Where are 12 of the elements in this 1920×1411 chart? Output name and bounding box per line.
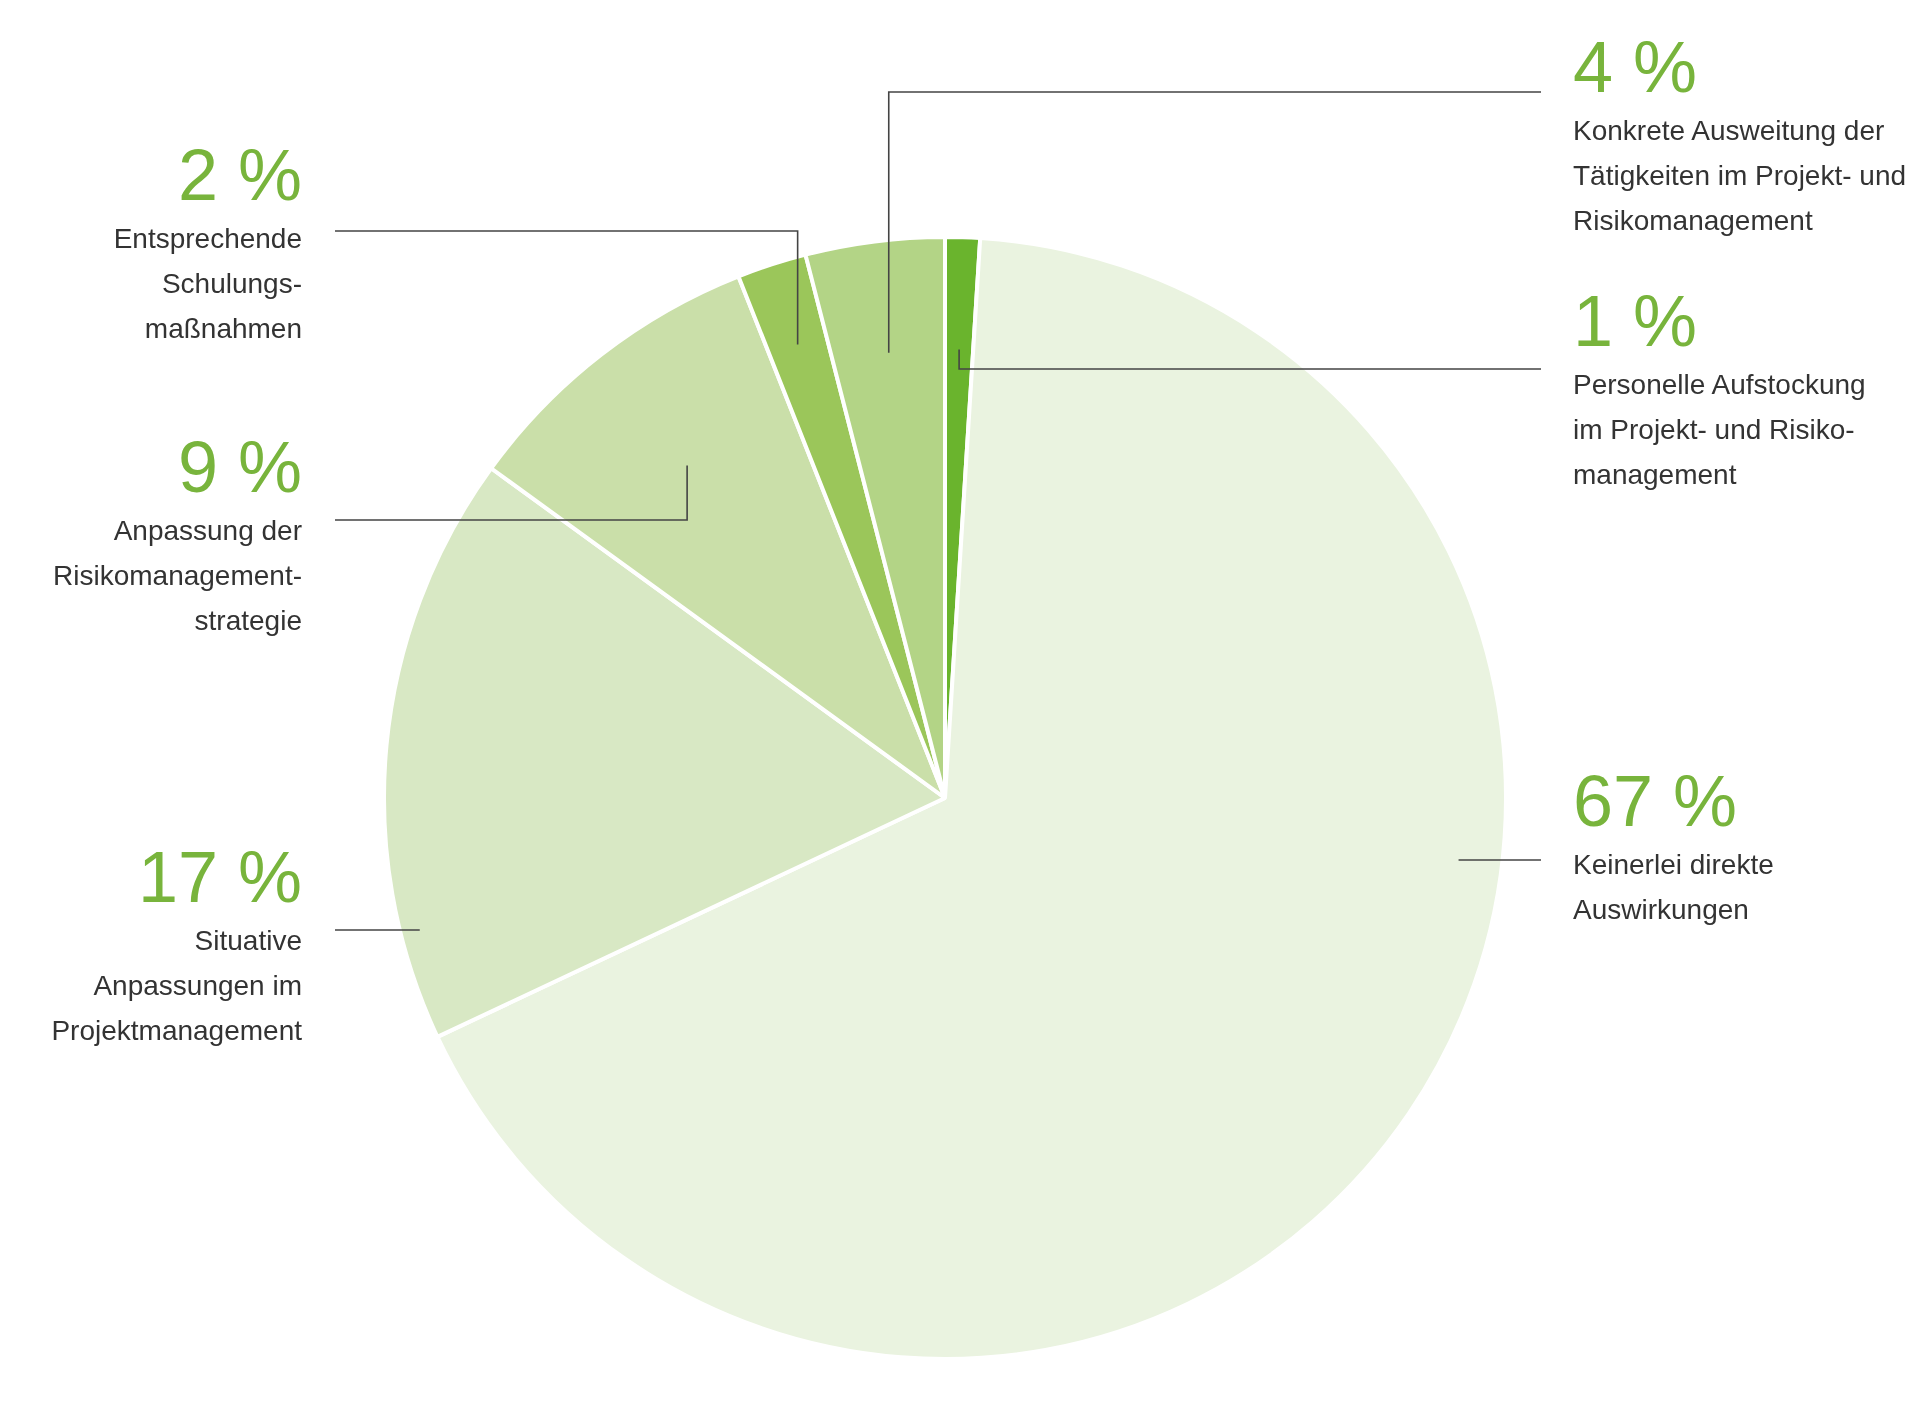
slice-label: Entsprechende Schulungs- maßnahmen bbox=[113, 222, 302, 346]
data-label: 4 % bbox=[1573, 26, 1699, 108]
data-label: 1 % bbox=[1573, 280, 1699, 362]
slice-label: Konkrete Ausweitung der Tätigkeiten im Projekt- und Risikomanagement bbox=[1573, 114, 1907, 238]
slice-label: Anpassung der Risikomanagement- strategie bbox=[53, 514, 302, 638]
slice-label: Keinerlei direkte Auswirkungen bbox=[1573, 848, 1774, 927]
data-label: 17 % bbox=[136, 836, 302, 918]
slice-label: Personelle Aufstockung im Projekt- und Risiko- management bbox=[1573, 368, 1866, 492]
data-label: 2 % bbox=[176, 134, 302, 216]
data-label: 67 % bbox=[1573, 760, 1739, 842]
data-label: 9 % bbox=[176, 426, 302, 508]
slice-label: Situative Anpassungen im Projektmanagement bbox=[51, 924, 302, 1048]
